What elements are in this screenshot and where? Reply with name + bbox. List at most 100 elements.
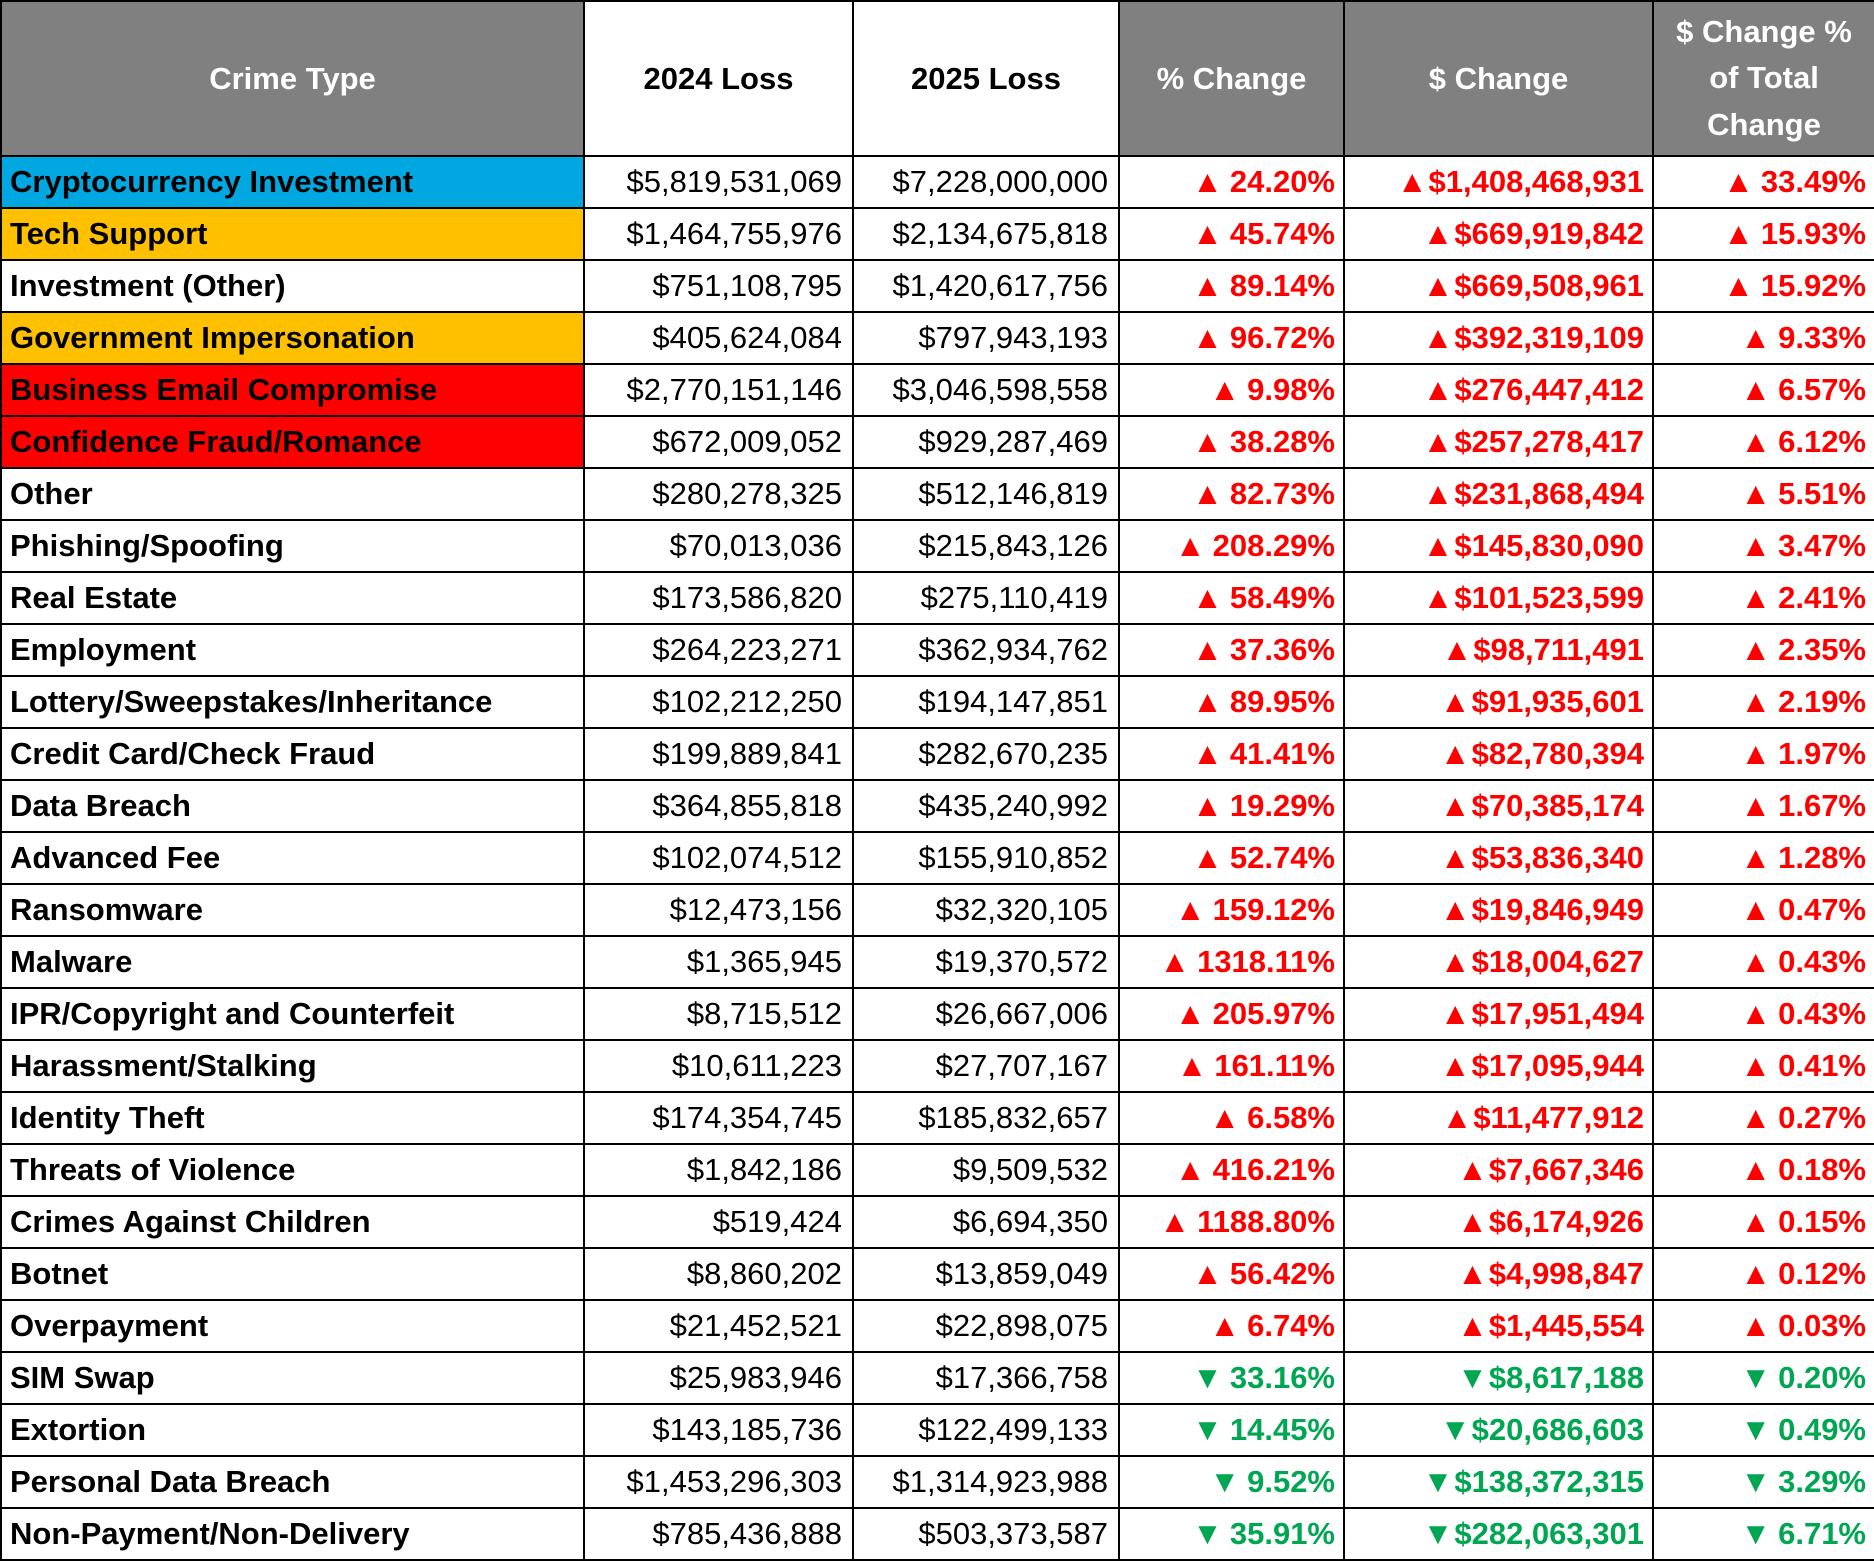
dollar-change-value: $231,868,494: [1454, 476, 1644, 511]
loss-2024-cell: $264,223,271: [583, 623, 854, 677]
loss-2024-cell: $785,436,888: [583, 1507, 854, 1561]
up-triangle-icon: ▲: [1209, 1308, 1241, 1343]
loss-2024-cell: $1,453,296,303: [583, 1455, 854, 1509]
dollar-change-cell: ▲$257,278,417: [1343, 415, 1654, 469]
table-row: Investment (Other) $751,108,795 $1,420,6…: [0, 259, 1874, 313]
loss-2025-cell: $7,228,000,000: [852, 155, 1120, 209]
dollar-change-cell: ▲$669,919,842: [1343, 207, 1654, 261]
crime-type-cell: Non-Payment/Non-Delivery: [0, 1507, 585, 1561]
up-triangle-icon: ▲: [1192, 632, 1223, 667]
dollar-change-cell: ▲$145,830,090: [1343, 519, 1654, 573]
table-row: Personal Data Breach $1,453,296,303 $1,3…: [0, 1455, 1874, 1509]
down-triangle-icon: ▼: [1422, 1516, 1454, 1551]
up-triangle-icon: ▲: [1422, 580, 1454, 615]
up-triangle-icon: ▲: [1396, 164, 1428, 199]
dollar-change-cell: ▲$231,868,494: [1343, 467, 1654, 521]
up-triangle-icon: ▲: [1740, 1256, 1772, 1291]
pct-of-total-cell: ▼ 0.49%: [1652, 1403, 1874, 1457]
down-triangle-icon: ▼: [1740, 1464, 1772, 1499]
pct-change-cell: ▲ 38.28%: [1118, 415, 1345, 469]
table-row: Employment $264,223,271 $362,934,762 ▲ 37…: [0, 623, 1874, 677]
dollar-change-cell: ▲$98,711,491: [1343, 623, 1654, 677]
dollar-change-cell: ▲$17,951,494: [1343, 987, 1654, 1041]
pct-of-total-value: 0.12%: [1778, 1256, 1866, 1291]
up-triangle-icon: ▲: [1740, 892, 1772, 927]
loss-2025-cell: $1,420,617,756: [852, 259, 1120, 313]
up-triangle-icon: ▲: [1192, 684, 1223, 719]
loss-2024-cell: $8,860,202: [583, 1247, 854, 1301]
up-triangle-icon: ▲: [1192, 320, 1223, 355]
loss-2024-cell: $199,889,841: [583, 727, 854, 781]
dollar-change-cell: ▲$18,004,627: [1343, 935, 1654, 989]
table-body: Cryptocurrency Investment $5,819,531,069…: [0, 155, 1874, 1561]
down-triangle-icon: ▼: [1740, 1360, 1772, 1395]
pct-of-total-cell: ▲ 0.27%: [1652, 1091, 1874, 1145]
pct-of-total-cell: ▲ 0.18%: [1652, 1143, 1874, 1197]
loss-2025-cell: $155,910,852: [852, 831, 1120, 885]
up-triangle-icon: ▲: [1439, 736, 1471, 771]
pct-change-cell: ▲ 89.95%: [1118, 675, 1345, 729]
loss-2024-cell: $1,464,755,976: [583, 207, 854, 261]
up-triangle-icon: ▲: [1192, 424, 1223, 459]
dollar-change-cell: ▲$17,095,944: [1343, 1039, 1654, 1093]
up-triangle-icon: ▲: [1439, 944, 1471, 979]
pct-change-value: 159.12%: [1212, 892, 1335, 927]
pct-change-value: 9.98%: [1247, 372, 1335, 407]
pct-of-total-cell: ▲ 2.35%: [1652, 623, 1874, 677]
dollar-change-cell: ▲$1,408,468,931: [1343, 155, 1654, 209]
dollar-change-value: $138,372,315: [1454, 1464, 1644, 1499]
dollar-change-value: $257,278,417: [1454, 424, 1644, 459]
dollar-change-value: $6,174,926: [1488, 1204, 1644, 1239]
crime-type-cell: Malware: [0, 935, 585, 989]
up-triangle-icon: ▲: [1439, 892, 1471, 927]
pct-change-cell: ▲ 6.58%: [1118, 1091, 1345, 1145]
up-triangle-icon: ▲: [1439, 840, 1471, 875]
pct-change-cell: ▲ 205.97%: [1118, 987, 1345, 1041]
pct-change-value: 37.36%: [1229, 632, 1335, 667]
pct-change-value: 52.74%: [1229, 840, 1335, 875]
down-triangle-icon: ▼: [1740, 1516, 1772, 1551]
dollar-change-value: $101,523,599: [1454, 580, 1644, 615]
pct-change-cell: ▲ 19.29%: [1118, 779, 1345, 833]
loss-2024-cell: $21,452,521: [583, 1299, 854, 1353]
crime-type-cell: Investment (Other): [0, 259, 585, 313]
pct-change-value: 82.73%: [1229, 476, 1335, 511]
dollar-change-value: $11,477,912: [1473, 1100, 1644, 1135]
up-triangle-icon: ▲: [1457, 1204, 1488, 1239]
pct-of-total-value: 6.57%: [1778, 372, 1866, 407]
crime-type-cell: Lottery/Sweepstakes/Inheritance: [0, 675, 585, 729]
down-triangle-icon: ▼: [1192, 1412, 1223, 1447]
loss-2025-cell: $9,509,532: [852, 1143, 1120, 1197]
loss-2025-cell: $503,373,587: [852, 1507, 1120, 1561]
pct-change-cell: ▲ 159.12%: [1118, 883, 1345, 937]
pct-of-total-cell: ▲ 1.67%: [1652, 779, 1874, 833]
crime-type-cell: Tech Support: [0, 207, 585, 261]
loss-2025-cell: $17,366,758: [852, 1351, 1120, 1405]
header-pct-of-total-change: $ Change % of Total Change: [1652, 0, 1874, 157]
pct-change-value: 33.16%: [1229, 1360, 1335, 1395]
loss-2024-cell: $12,473,156: [583, 883, 854, 937]
pct-change-value: 208.29%: [1212, 528, 1335, 563]
crime-type-cell: Data Breach: [0, 779, 585, 833]
pct-change-cell: ▲ 416.21%: [1118, 1143, 1345, 1197]
table-row: Harassment/Stalking $10,611,223 $27,707,…: [0, 1039, 1874, 1093]
dollar-change-cell: ▲$7,667,346: [1343, 1143, 1654, 1197]
dollar-change-cell: ▲$53,836,340: [1343, 831, 1654, 885]
down-triangle-icon: ▼: [1192, 1516, 1223, 1551]
pct-of-total-value: 0.27%: [1778, 1100, 1866, 1135]
crime-type-cell: Extortion: [0, 1403, 585, 1457]
dollar-change-value: $7,667,346: [1488, 1152, 1644, 1187]
pct-of-total-value: 0.15%: [1778, 1204, 1866, 1239]
pct-change-cell: ▲ 56.42%: [1118, 1247, 1345, 1301]
dollar-change-value: $19,846,949: [1471, 892, 1644, 927]
table-row: Botnet $8,860,202 $13,859,049 ▲ 56.42% ▲$…: [0, 1247, 1874, 1301]
dollar-change-cell: ▲$392,319,109: [1343, 311, 1654, 365]
dollar-change-value: $82,780,394: [1471, 736, 1644, 771]
pct-change-value: 416.21%: [1212, 1152, 1335, 1187]
table-row: Data Breach $364,855,818 $435,240,992 ▲ 1…: [0, 779, 1874, 833]
up-triangle-icon: ▲: [1174, 528, 1206, 563]
loss-2024-cell: $519,424: [583, 1195, 854, 1249]
dollar-change-value: $4,998,847: [1488, 1256, 1644, 1291]
table-row: Other $280,278,325 $512,146,819 ▲ 82.73% …: [0, 467, 1874, 521]
pct-of-total-value: 3.47%: [1778, 528, 1866, 563]
